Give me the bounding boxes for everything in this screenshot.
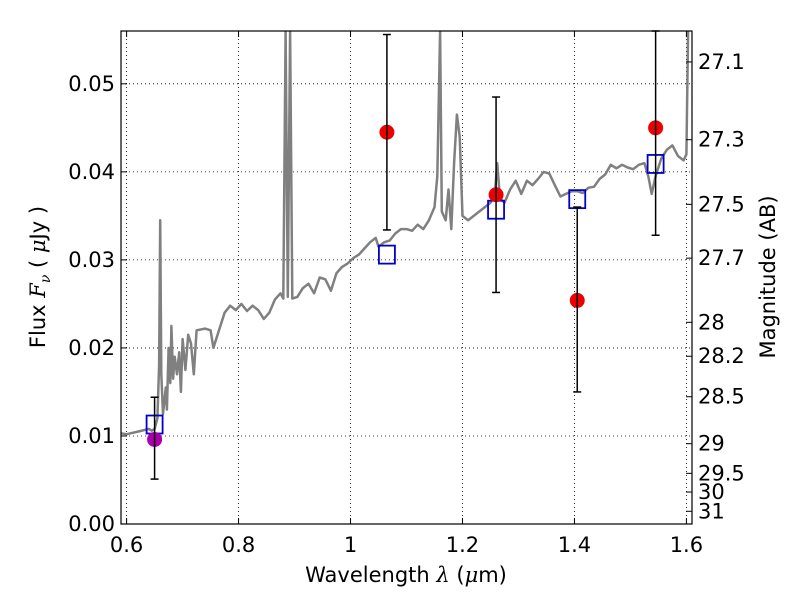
x-tick-label: 1.6 bbox=[670, 533, 703, 557]
plot-frame bbox=[120, 30, 693, 525]
tick-layer bbox=[121, 31, 692, 525]
tick-labels: 0.6 0.8 1 1.2 1.4 1.6 0.00 0.01 0.02 0.03 0.04 0.05… bbox=[68, 50, 745, 557]
series-layer bbox=[121, 30, 690, 480]
mag-tick-label: 28.2 bbox=[698, 344, 745, 368]
plot-background bbox=[121, 31, 692, 524]
mag-tick-label: 31 bbox=[698, 499, 725, 523]
y-tick-label: 0.01 bbox=[68, 424, 115, 448]
y-axis-label: Flux Fν ( μJy ) bbox=[26, 206, 54, 348]
x-tick-label: 0.8 bbox=[222, 533, 255, 557]
mag-tick-label: 28 bbox=[698, 310, 725, 334]
right-axis-label: Magnitude (AB) bbox=[756, 195, 780, 358]
mag-tick-label: 27.7 bbox=[698, 246, 745, 270]
spectrum-line bbox=[121, 31, 690, 436]
mag-tick-label: 27.3 bbox=[698, 128, 745, 152]
mag-tick-label: 29 bbox=[698, 432, 725, 456]
mag-tick-label: 30 bbox=[698, 480, 725, 504]
y-tick-label: 0.00 bbox=[68, 512, 115, 536]
mag-tick-label: 28.5 bbox=[698, 385, 745, 409]
y-tick-label: 0.05 bbox=[68, 72, 115, 96]
y-tick-label: 0.04 bbox=[68, 160, 115, 184]
x-tick-label: 1.4 bbox=[558, 533, 591, 557]
y-tick-label: 0.02 bbox=[68, 336, 115, 360]
x-tick-label: 0.6 bbox=[110, 533, 143, 557]
model-square-marker bbox=[378, 244, 396, 265]
x-tick-label: 1 bbox=[344, 533, 357, 557]
mag-tick-label: 27.5 bbox=[698, 192, 745, 216]
x-axis-label: Wavelength λ (μm) bbox=[305, 563, 507, 587]
x-tick-label: 1.2 bbox=[446, 533, 479, 557]
y-tick-label: 0.03 bbox=[68, 248, 115, 272]
mag-tick-label: 29.5 bbox=[698, 461, 745, 485]
mag-tick-label: 27.1 bbox=[698, 50, 745, 74]
